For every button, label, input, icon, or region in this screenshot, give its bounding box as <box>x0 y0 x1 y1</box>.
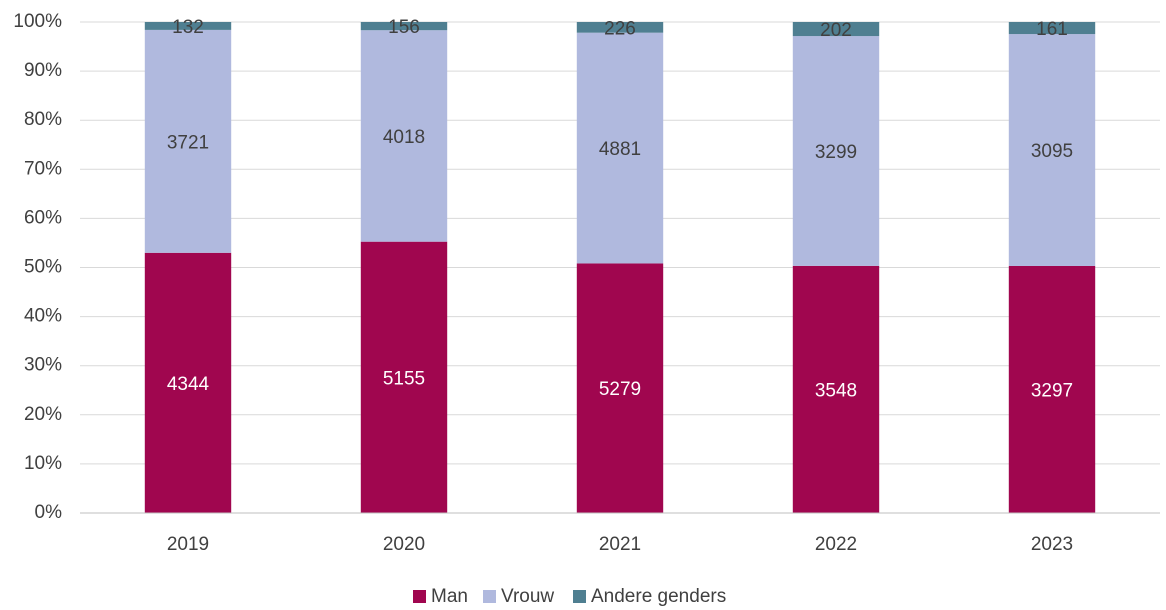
bar-segment <box>360 241 448 513</box>
data-label: 161 <box>1036 19 1068 40</box>
data-label: 4344 <box>167 374 210 395</box>
x-tick-label: 2022 <box>815 534 857 555</box>
data-label: 5279 <box>599 379 641 400</box>
data-label: 3095 <box>1031 141 1073 162</box>
bar-segment <box>1008 265 1096 513</box>
y-tick-label: 60% <box>24 207 62 228</box>
y-tick-label: 90% <box>24 60 62 81</box>
y-tick-label: 0% <box>35 502 63 523</box>
data-label: 4881 <box>599 139 641 160</box>
y-tick-label: 10% <box>24 453 62 474</box>
legend-swatch <box>573 590 586 603</box>
data-label: 3297 <box>1031 380 1073 401</box>
data-label: 3548 <box>815 380 857 401</box>
data-label: 156 <box>388 17 420 38</box>
x-tick-label: 2019 <box>167 534 209 555</box>
bar-segment <box>792 36 880 266</box>
y-tick-label: 80% <box>24 109 62 130</box>
bar-segment <box>792 22 880 37</box>
y-tick-label: 100% <box>13 11 62 32</box>
legend-label: Man <box>431 586 468 607</box>
bar-segment <box>1008 34 1096 266</box>
y-tick-label: 50% <box>24 257 62 278</box>
data-label: 5155 <box>383 368 425 389</box>
y-tick-label: 30% <box>24 355 62 376</box>
bar-segment <box>576 22 664 33</box>
data-label: 3721 <box>167 132 209 153</box>
bar-segment <box>360 30 448 242</box>
bar-segment <box>144 252 232 513</box>
data-label: 4018 <box>383 127 425 148</box>
data-label: 226 <box>604 18 636 39</box>
data-label: 3299 <box>815 142 857 163</box>
y-tick-label: 70% <box>24 158 62 179</box>
y-tick-label: 40% <box>24 306 62 327</box>
x-tick-label: 2021 <box>599 534 641 555</box>
bar-segment <box>1008 22 1096 35</box>
bar-segment <box>792 265 880 513</box>
bar-segment <box>576 263 664 513</box>
bar-segment <box>144 29 232 253</box>
y-tick-label: 20% <box>24 404 62 425</box>
bar-segment <box>360 22 448 31</box>
legend-swatch <box>413 590 426 603</box>
legend-label: Andere genders <box>591 586 726 607</box>
legend-swatch <box>483 590 496 603</box>
bar-segment <box>576 32 664 264</box>
x-tick-label: 2020 <box>383 534 425 555</box>
data-label: 132 <box>172 17 204 38</box>
legend-label: Vrouw <box>501 586 554 607</box>
data-label: 202 <box>820 20 852 41</box>
bar-segment <box>144 22 232 30</box>
x-tick-label: 2023 <box>1031 534 1073 555</box>
